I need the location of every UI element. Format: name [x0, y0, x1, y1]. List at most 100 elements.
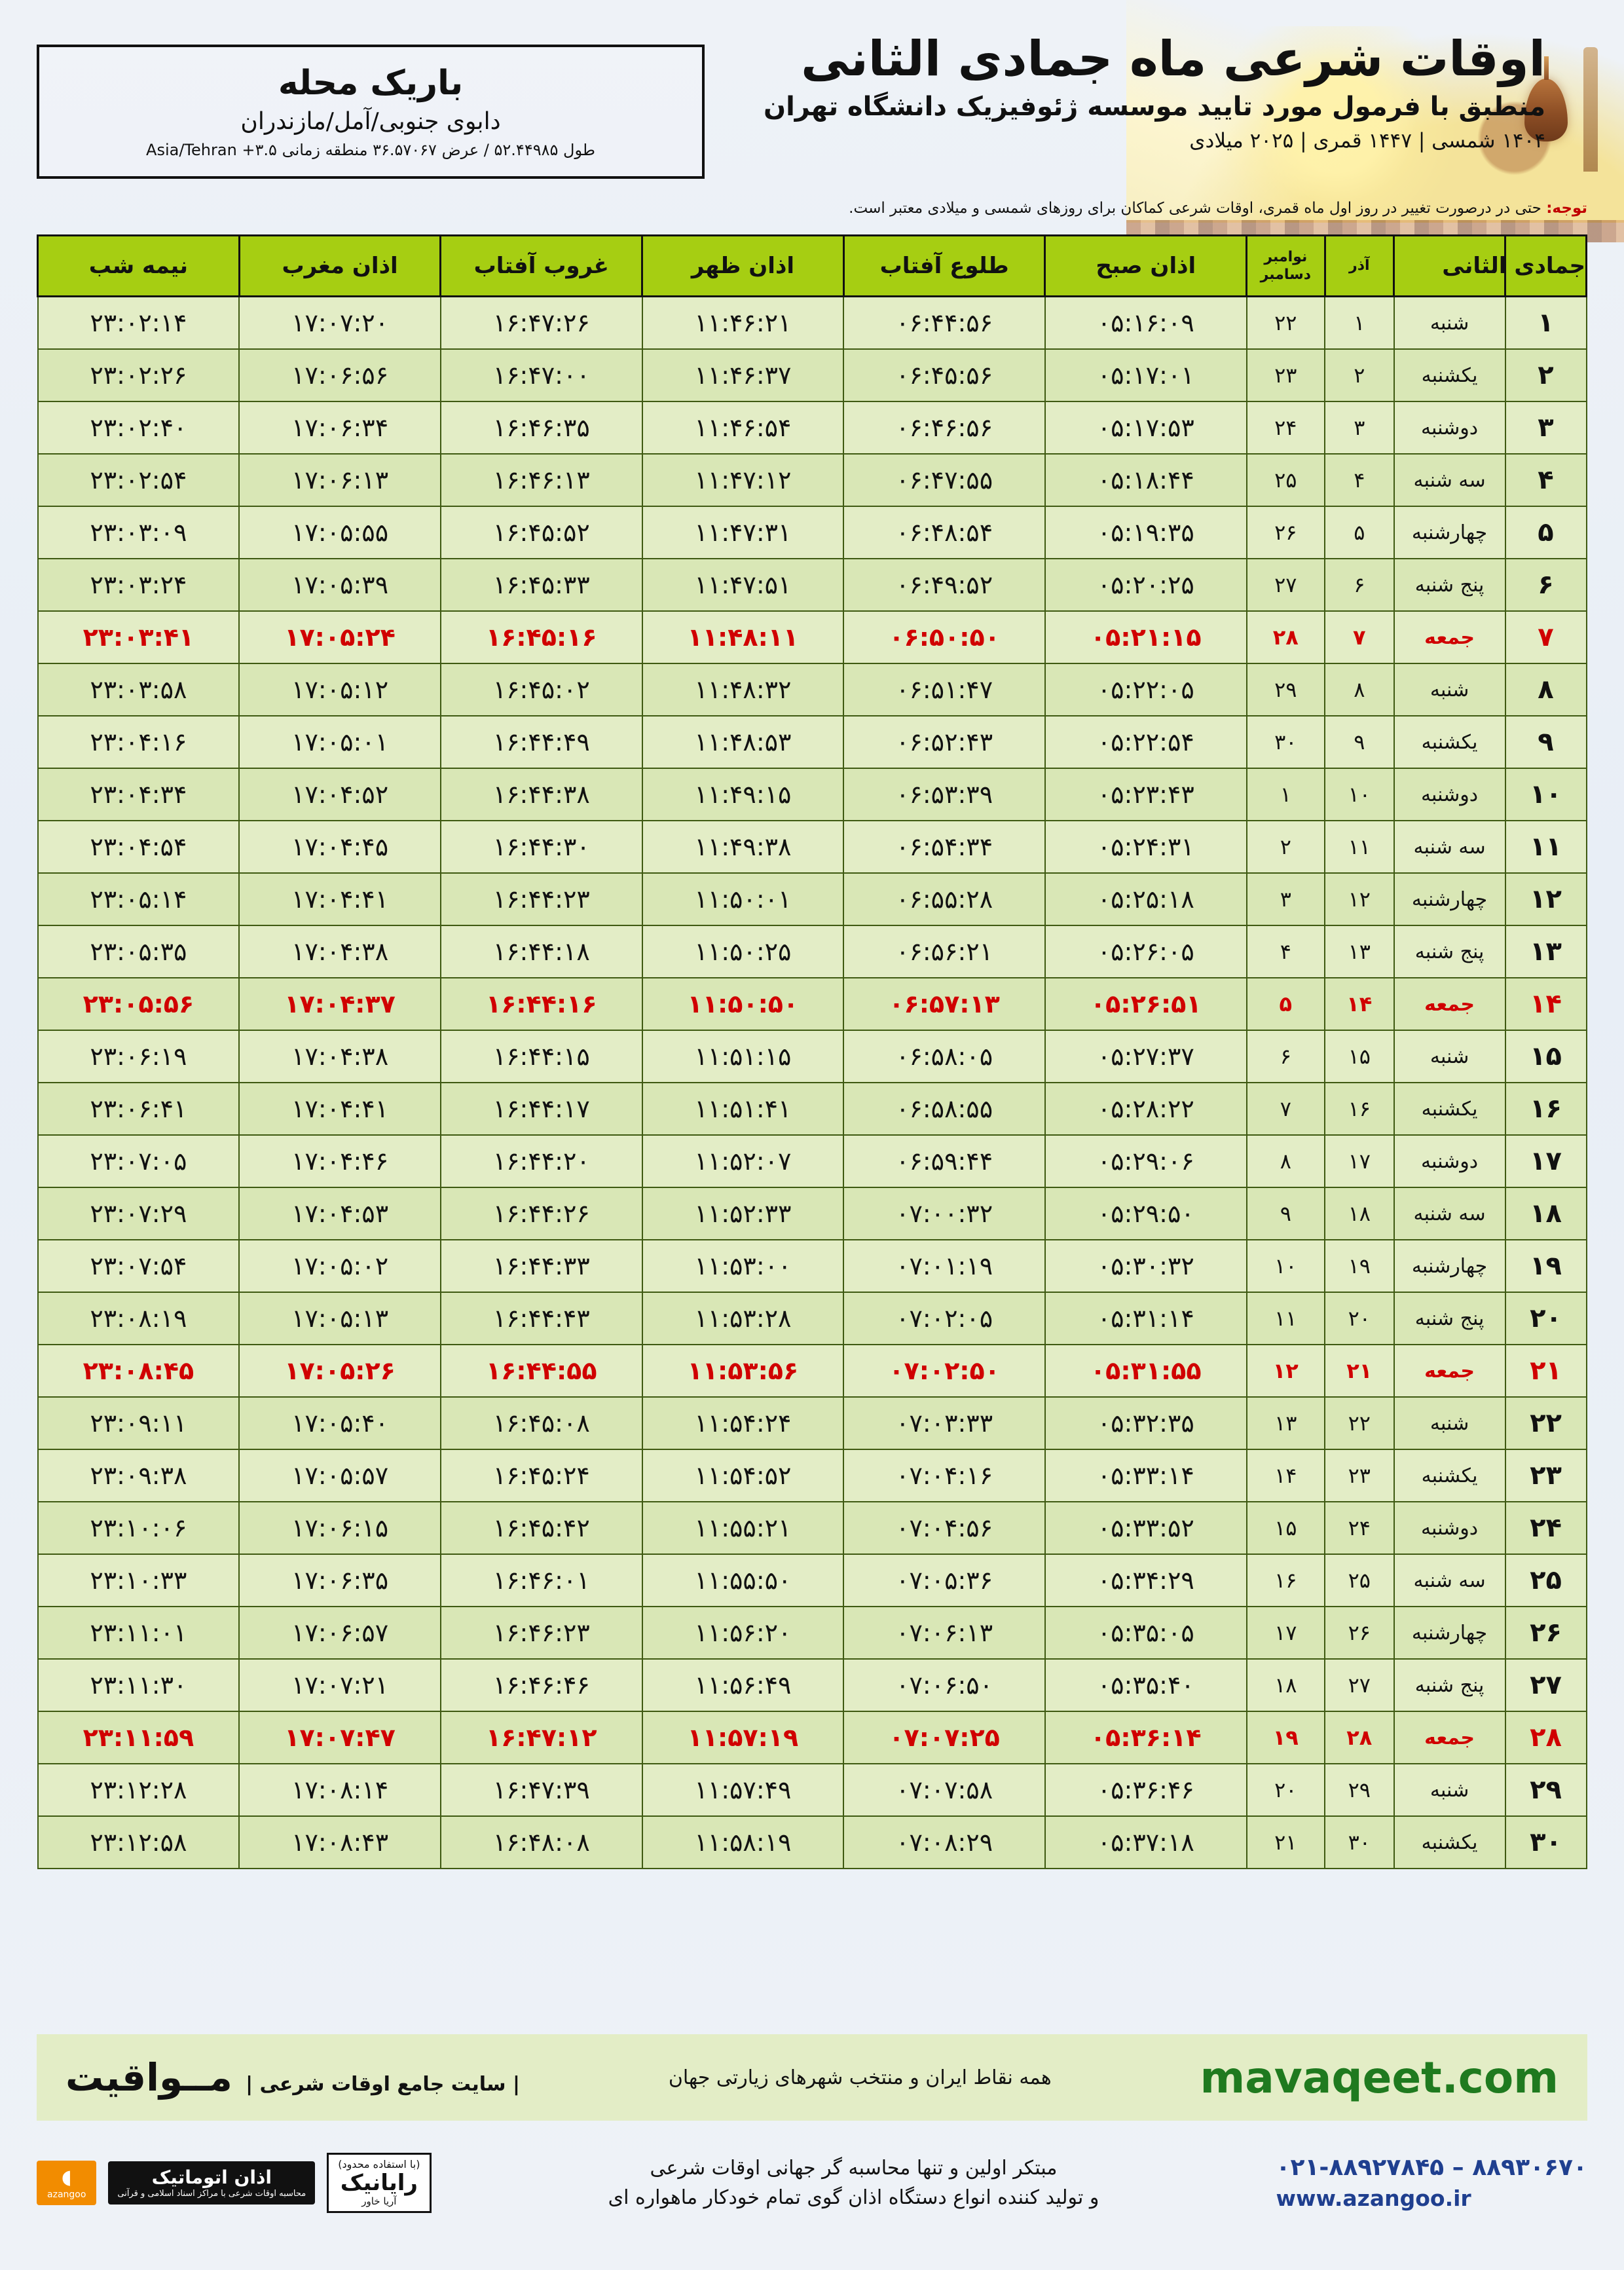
cell-midnight: ۲۳:۰۳:۲۴ [37, 558, 240, 612]
cell-sunset: ۱۶:۴۸:۰۸ [439, 1815, 643, 1869]
cell-weekday: دوشنبه [1393, 401, 1506, 455]
cell-sunrise: ۰۷:۰۶:۱۳ [843, 1606, 1046, 1660]
footer-site-url[interactable]: mavaqeet.com [1200, 2052, 1559, 2103]
cell-fajr: ۰۵:۲۹:۰۶ [1044, 1134, 1247, 1188]
cell-weekday: شنبه [1393, 1396, 1506, 1450]
cell-maghrib: ۱۷:۰۵:۰۱ [238, 715, 441, 769]
table-row: ۲۵ سه شنبه ۲۵ ۱۶ ۰۵:۳۴:۲۹ ۰۷:۰۵:۳۶ ۱۱:۵۵:۵۰ ۱۶:… [37, 1554, 1587, 1607]
cell-azar-day: ۱۴ [1324, 977, 1395, 1031]
cell-dhuhr: ۱۱:۵۲:۳۳ [641, 1187, 845, 1240]
cell-fajr: ۰۵:۲۹:۵۰ [1044, 1187, 1247, 1240]
cell-azar-day: ۴ [1324, 453, 1395, 507]
cell-dhuhr: ۱۱:۴۶:۲۱ [641, 295, 845, 350]
cell-maghrib: ۱۷:۰۴:۳۸ [238, 1030, 441, 1083]
azan-automatic-logo: اذان اتوماتیک محاسبه اوقات شرعی با مراکز… [108, 2161, 316, 2205]
cell-sunset: ۱۶:۴۴:۱۸ [439, 925, 643, 978]
table-body: ۱ شنبه ۱ ۲۲ ۰۵:۱۶:۰۹ ۰۶:۴۴:۵۶ ۱۱:۴۶:۲۱ ۱۶:۴۷:۲۶… [37, 295, 1587, 1869]
azangoo-icon: ◖ [61, 2165, 72, 2189]
table-row: ۳۰ یکشنبه ۳۰ ۲۱ ۰۵:۳۷:۱۸ ۰۷:۰۸:۲۹ ۱۱:۵۸:۱۹ ۱۶:۴… [37, 1815, 1587, 1869]
cell-weekday: چهارشنبه [1393, 1239, 1506, 1293]
cell-gregorian-day: ۲۵ [1246, 453, 1326, 507]
cell-sunset: ۱۶:۴۷:۳۹ [439, 1763, 643, 1817]
cell-midnight: ۲۳:۱۱:۵۹ [37, 1711, 240, 1764]
cell-midnight: ۲۳:۰۲:۵۴ [37, 453, 240, 507]
cell-sunset: ۱۶:۴۴:۱۷ [439, 1082, 643, 1136]
prayer-times-table: جمادی الثانی آذر نوامبر دسامبر اذان صبح … [37, 234, 1587, 1869]
footer-phone: ۰۲۱-۸۸۹۲۷۸۴۵ – ۸۸۹۳۰۶۷۰ [1276, 2154, 1588, 2182]
cell-sunset: ۱۶:۴۵:۲۴ [439, 1449, 643, 1502]
cell-weekday: یکشنبه [1393, 348, 1506, 402]
cell-sunset: ۱۶:۴۶:۰۱ [439, 1554, 643, 1607]
cell-hijri-day: ۲۴ [1504, 1501, 1587, 1555]
cell-maghrib: ۱۷:۰۶:۵۷ [238, 1606, 441, 1660]
cell-azar-day: ۲۳ [1324, 1449, 1395, 1502]
footer-website[interactable]: www.azangoo.ir [1276, 2186, 1471, 2212]
cell-maghrib: ۱۷:۰۵:۲۶ [238, 1344, 441, 1398]
cell-azar-day: ۱۱ [1324, 820, 1395, 874]
rayaneh-logo-bottom: آریا خاور [361, 2195, 397, 2208]
cell-azar-day: ۲۰ [1324, 1292, 1395, 1345]
table-row: ۷ جمعه ۷ ۲۸ ۰۵:۲۱:۱۵ ۰۶:۵۰:۵۰ ۱۱:۴۸:۱۱ ۱۶:۴۵:۱۶… [37, 610, 1587, 664]
cell-maghrib: ۱۷:۰۶:۳۵ [238, 1554, 441, 1607]
cell-fajr: ۰۵:۳۳:۱۴ [1044, 1449, 1247, 1502]
cell-maghrib: ۱۷:۰۶:۵۶ [238, 348, 441, 402]
footer-desc-line1: مبتکر اولین و تنها محاسبه گر جهانی اوقات… [650, 2157, 1058, 2180]
cell-sunset: ۱۶:۴۴:۳۳ [439, 1239, 643, 1293]
cell-maghrib: ۱۷:۰۶:۳۴ [238, 401, 441, 455]
cell-weekday: شنبه [1393, 295, 1506, 350]
cell-maghrib: ۱۷:۰۷:۲۰ [238, 295, 441, 350]
page-subtitle: منطبق با فرمول مورد تایید موسسه ژئوفیزیک… [763, 92, 1545, 122]
cell-sunrise: ۰۷:۰۱:۱۹ [843, 1239, 1046, 1293]
table-row: ۱۵ شنبه ۱۵ ۶ ۰۵:۲۷:۳۷ ۰۶:۵۸:۰۵ ۱۱:۵۱:۱۵ ۱۶:۴۴:۱… [37, 1030, 1587, 1083]
rayaneh-logo-top: (با استفاده محدود) [338, 2157, 420, 2170]
cell-weekday: سه شنبه [1393, 820, 1506, 874]
cell-fajr: ۰۵:۲۸:۲۲ [1044, 1082, 1247, 1136]
table-row: ۲۹ شنبه ۲۹ ۲۰ ۰۵:۳۶:۴۶ ۰۷:۰۷:۵۸ ۱۱:۵۷:۴۹ ۱۶:۴۷:… [37, 1763, 1587, 1817]
note-label: توجه: [1546, 200, 1587, 217]
cell-azar-day: ۱۰ [1324, 768, 1395, 821]
cell-fajr: ۰۵:۲۳:۴۳ [1044, 768, 1247, 821]
cell-midnight: ۲۳:۰۷:۰۵ [37, 1134, 240, 1188]
cell-azar-day: ۵ [1324, 506, 1395, 559]
cell-maghrib: ۱۷:۰۵:۵۵ [238, 506, 441, 559]
footer-logos: (با استفاده محدود) رایانیک آریا خاور اذا… [37, 2152, 432, 2214]
cell-sunset: ۱۶:۴۷:۱۲ [439, 1711, 643, 1764]
cell-maghrib: ۱۷:۰۴:۳۸ [238, 925, 441, 978]
header-gregorian: نوامبر دسامبر [1246, 234, 1326, 297]
cell-hijri-day: ۶ [1504, 558, 1587, 612]
cell-hijri-day: ۲۰ [1504, 1292, 1587, 1345]
cell-maghrib: ۱۷:۰۵:۴۰ [238, 1396, 441, 1450]
cell-hijri-day: ۱۵ [1504, 1030, 1587, 1083]
cell-dhuhr: ۱۱:۴۷:۱۲ [641, 453, 845, 507]
table-row: ۴ سه شنبه ۴ ۲۵ ۰۵:۱۸:۴۴ ۰۶:۴۷:۵۵ ۱۱:۴۷:۱۲ ۱۶:۴۶… [37, 453, 1587, 507]
cell-dhuhr: ۱۱:۵۵:۵۰ [641, 1554, 845, 1607]
cell-sunset: ۱۶:۴۶:۳۵ [439, 401, 643, 455]
cell-dhuhr: ۱۱:۵۰:۵۰ [641, 977, 845, 1031]
cell-hijri-day: ۱۳ [1504, 925, 1587, 978]
cell-azar-day: ۱۳ [1324, 925, 1395, 978]
table-row: ۱۰ دوشنبه ۱۰ ۱ ۰۵:۲۳:۴۳ ۰۶:۵۳:۳۹ ۱۱:۴۹:۱۵ ۱۶:۴۴… [37, 768, 1587, 821]
cell-sunrise: ۰۷:۰۰:۳۲ [843, 1187, 1046, 1240]
cell-weekday: سه شنبه [1393, 1187, 1506, 1240]
cell-midnight: ۲۳:۰۹:۱۱ [37, 1396, 240, 1450]
cell-azar-day: ۷ [1324, 610, 1395, 664]
cell-azar-day: ۱ [1324, 295, 1395, 350]
cell-fajr: ۰۵:۳۶:۱۴ [1044, 1711, 1247, 1764]
table-row: ۳ دوشنبه ۳ ۲۴ ۰۵:۱۷:۵۳ ۰۶:۴۶:۵۶ ۱۱:۴۶:۵۴ ۱۶:۴۶:… [37, 401, 1587, 455]
cell-weekday: یکشنبه [1393, 1815, 1506, 1869]
cell-midnight: ۲۳:۰۵:۳۵ [37, 925, 240, 978]
cell-fajr: ۰۵:۳۱:۱۴ [1044, 1292, 1247, 1345]
cell-midnight: ۲۳:۰۸:۴۵ [37, 1344, 240, 1398]
cell-hijri-day: ۲۵ [1504, 1554, 1587, 1607]
cell-sunset: ۱۶:۴۴:۵۵ [439, 1344, 643, 1398]
cell-sunset: ۱۶:۴۵:۰۲ [439, 663, 643, 716]
cell-weekday: جمعه [1393, 977, 1506, 1031]
footer-contact: ۰۲۱-۸۸۹۲۷۸۴۵ – ۸۸۹۳۰۶۷۰ www.azangoo.ir [1276, 2152, 1588, 2213]
cell-azar-day: ۱۸ [1324, 1187, 1395, 1240]
cell-gregorian-day: ۲۹ [1246, 663, 1326, 716]
cell-azar-day: ۸ [1324, 663, 1395, 716]
cell-weekday: دوشنبه [1393, 1501, 1506, 1555]
cell-dhuhr: ۱۱:۵۱:۴۱ [641, 1082, 845, 1136]
cell-weekday: پنج شنبه [1393, 925, 1506, 978]
cell-azar-day: ۳۰ [1324, 1815, 1395, 1869]
